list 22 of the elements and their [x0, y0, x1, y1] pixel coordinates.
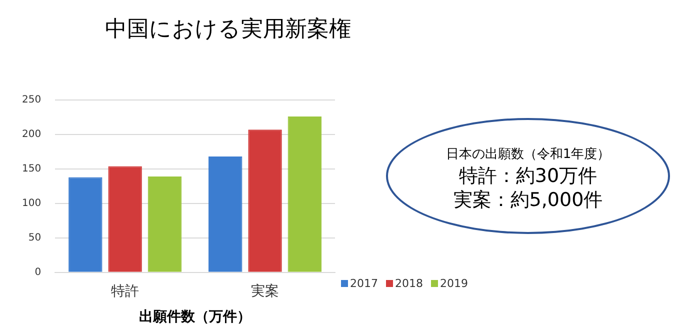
chart-title: 中国における実用新案権	[105, 16, 351, 44]
bar	[68, 177, 102, 272]
legend-label: 2017	[350, 277, 378, 290]
legend-label: 2018	[395, 277, 423, 290]
y-tick-label: 250	[22, 94, 42, 106]
y-tick-label: 0	[34, 266, 42, 278]
text: 特許：約30万件	[458, 164, 598, 188]
bar	[288, 116, 322, 272]
bar	[248, 130, 282, 272]
y-tick-label: 200	[22, 129, 42, 140]
text: 日本の出願数（令和1年度）	[444, 146, 612, 164]
x-tick-label: 実案	[251, 282, 280, 300]
legend-label: 2019	[440, 277, 468, 290]
x-tick-label: 特許	[111, 283, 140, 300]
y-tick-label: 150	[22, 164, 42, 175]
y-tick-label: 50	[28, 232, 42, 244]
bar	[108, 166, 142, 272]
x-axis-title: 出願件数（万件）	[139, 309, 252, 326]
bar	[148, 176, 182, 272]
text: 実案：約5,000件	[452, 188, 604, 212]
y-tick-label: 100	[22, 198, 42, 210]
bar	[208, 156, 242, 272]
